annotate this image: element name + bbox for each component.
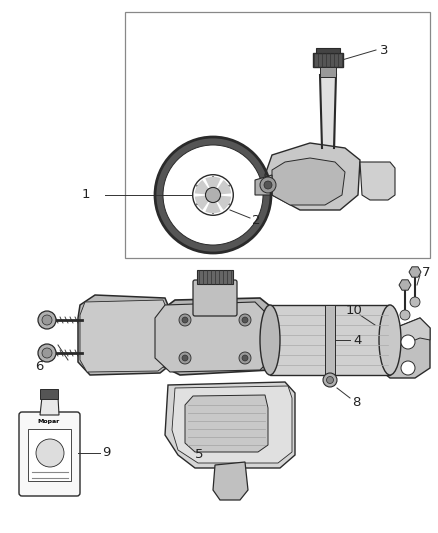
Circle shape [410, 297, 420, 307]
Bar [197, 270, 233, 284]
Text: 2: 2 [252, 214, 261, 227]
Ellipse shape [260, 305, 280, 375]
Polygon shape [80, 300, 168, 372]
Circle shape [239, 314, 251, 326]
Circle shape [326, 376, 333, 384]
Wedge shape [217, 196, 231, 210]
Circle shape [401, 361, 415, 375]
Circle shape [38, 311, 56, 329]
Polygon shape [150, 298, 278, 375]
Wedge shape [205, 202, 221, 213]
Bar [320, 67, 336, 77]
Bar [28, 429, 71, 481]
Ellipse shape [379, 305, 401, 375]
Polygon shape [213, 462, 248, 500]
Circle shape [182, 317, 188, 323]
Polygon shape [185, 395, 268, 452]
Bar [316, 48, 340, 53]
Text: 8: 8 [352, 395, 360, 408]
Wedge shape [195, 196, 208, 210]
Circle shape [323, 373, 337, 387]
Polygon shape [155, 302, 270, 372]
Polygon shape [165, 382, 295, 468]
Wedge shape [155, 137, 271, 253]
Bar [325, 305, 335, 375]
Text: 4: 4 [353, 334, 361, 346]
Polygon shape [385, 318, 430, 350]
Polygon shape [399, 280, 411, 290]
Wedge shape [195, 180, 208, 195]
Circle shape [36, 439, 64, 467]
Circle shape [179, 352, 191, 364]
Circle shape [42, 348, 52, 358]
Polygon shape [78, 295, 170, 375]
Polygon shape [360, 162, 395, 200]
Text: 5: 5 [195, 448, 204, 462]
Text: 6: 6 [35, 360, 43, 374]
FancyBboxPatch shape [193, 280, 237, 316]
Circle shape [260, 177, 276, 193]
Polygon shape [265, 143, 360, 210]
Text: 7: 7 [422, 265, 431, 279]
Circle shape [42, 315, 52, 325]
Circle shape [264, 181, 272, 189]
Bar [313, 53, 343, 67]
Circle shape [242, 355, 248, 361]
FancyBboxPatch shape [19, 412, 80, 496]
Text: 10: 10 [345, 303, 362, 317]
Wedge shape [217, 180, 231, 195]
Circle shape [400, 310, 410, 320]
Bar [270, 305, 390, 375]
Bar [125, 12, 430, 258]
Bar [40, 389, 58, 399]
Polygon shape [380, 318, 430, 378]
Circle shape [38, 344, 56, 362]
Circle shape [401, 335, 415, 349]
Text: Mopar: Mopar [38, 419, 60, 424]
Circle shape [239, 352, 251, 364]
Polygon shape [255, 175, 272, 195]
Bar [321, 75, 336, 148]
Circle shape [242, 317, 248, 323]
Text: 3: 3 [380, 44, 389, 56]
Polygon shape [40, 397, 59, 415]
Polygon shape [409, 267, 421, 277]
Wedge shape [205, 177, 221, 188]
Polygon shape [272, 158, 345, 205]
Circle shape [205, 188, 221, 203]
Circle shape [182, 355, 188, 361]
Text: 1: 1 [81, 189, 90, 201]
Text: 9: 9 [102, 447, 110, 459]
Circle shape [179, 314, 191, 326]
Polygon shape [172, 386, 292, 463]
